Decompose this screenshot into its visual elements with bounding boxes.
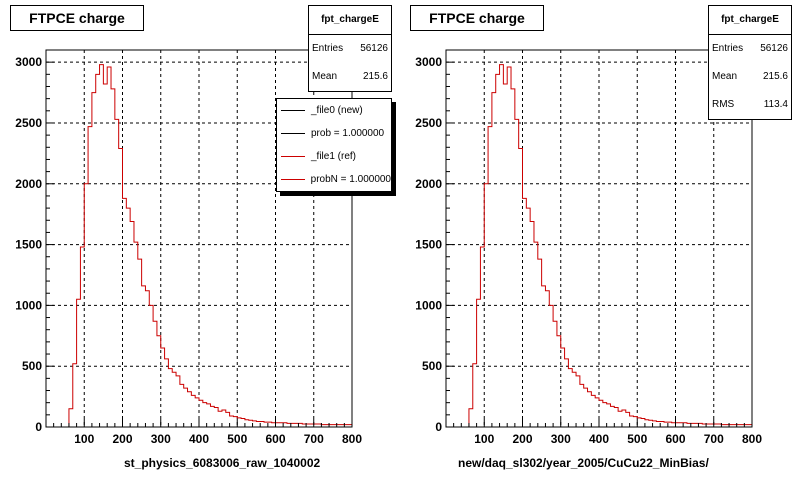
y-tick-label: 3000	[415, 55, 442, 69]
y-tick-label: 500	[422, 359, 442, 373]
x-tick-label: 800	[742, 432, 762, 446]
x-axis-label: st_physics_6083006_raw_1040002	[124, 456, 321, 470]
stats-label: RMS	[712, 99, 735, 110]
legend-label: _file0 (new)	[311, 105, 363, 116]
stats-value: 215.6	[762, 71, 788, 82]
y-tick-label: 2000	[15, 177, 42, 191]
x-tick-label: 300	[551, 432, 571, 446]
x-tick-label: 100	[74, 432, 94, 446]
histogram-series	[446, 64, 752, 428]
legend-box: _file0 (new) prob = 1.000000 _file1 (ref…	[276, 98, 392, 192]
y-tick-label: 2500	[15, 116, 42, 130]
x-tick-label: 600	[665, 432, 685, 446]
legend-entry: prob = 1.000000	[277, 122, 391, 145]
y-tick-label: 0	[35, 420, 42, 434]
stats-label: Mean	[312, 71, 338, 82]
plot-area-right: 100 200 300 400 500 600 700 800 0 500 1000 1500 2000…	[415, 49, 762, 446]
stats-row-entries: Entries 56126	[309, 35, 391, 63]
y-tick-label: 1000	[15, 298, 42, 312]
y-tick-label: 3000	[15, 55, 42, 69]
x-tick-label: 400	[189, 432, 209, 446]
y-tick-label: 500	[22, 359, 42, 373]
stats-value: 215.6	[362, 71, 388, 82]
legend-line-swatch	[281, 133, 305, 134]
stats-row-mean: Mean 215.6	[309, 63, 391, 91]
histogram-series	[46, 64, 352, 428]
stats-row-rms: RMS 113.4	[709, 91, 791, 119]
stats-row-entries: Entries 56126	[709, 35, 791, 63]
stats-box: fpt_chargeE Entries 56126 Mean 215.6	[308, 5, 392, 92]
stats-value: 113.4	[763, 99, 788, 110]
x-tick-label: 400	[589, 432, 609, 446]
stats-box: fpt_chargeE Entries 56126 Mean 215.6 RMS…	[708, 5, 792, 120]
legend-line-swatch	[281, 110, 305, 111]
x-tick-label: 200	[112, 432, 132, 446]
stats-label: Entries	[312, 43, 344, 54]
y-tick-label: 2000	[415, 177, 442, 191]
x-tick-label: 500	[227, 432, 247, 446]
y-tick-label: 2500	[415, 116, 442, 130]
plot-area-left: 100 200 300 400 500 600 700 800 0 500 1000 1500 2000…	[15, 49, 362, 446]
legend-entry: _file0 (new)	[277, 99, 391, 122]
y-tick-label: 1000	[415, 298, 442, 312]
y-tick-label: 1500	[415, 238, 442, 252]
stats-row-mean: Mean 215.6	[709, 63, 791, 91]
legend-line-swatch	[281, 156, 305, 157]
legend-label: prob = 1.000000	[311, 128, 385, 139]
x-tick-label: 500	[627, 432, 647, 446]
stats-label: Entries	[712, 43, 744, 54]
histogram-panel-right: 100 200 300 400 500 600 700 800 0 500 1000 1500 2000…	[400, 0, 800, 480]
legend-label: probN = 1.000000	[310, 174, 391, 185]
histogram-panel-left: 100 200 300 400 500 600 700 800 0 500 1000 1500 2000…	[10, 5, 392, 470]
y-tick-label: 1500	[15, 238, 42, 252]
stats-title: fpt_chargeE	[709, 6, 791, 35]
x-tick-label: 100	[474, 432, 494, 446]
plot-title: FTPCE charge	[10, 5, 144, 31]
x-tick-label: 800	[342, 432, 362, 446]
legend-entry: probN = 1.000000	[277, 168, 391, 191]
legend-entry: _file1 (ref)	[277, 145, 391, 168]
y-tick-label: 0	[435, 420, 442, 434]
plot-title: FTPCE charge	[410, 5, 544, 31]
stats-value: 56126	[760, 43, 788, 54]
stats-title: fpt_chargeE	[309, 6, 391, 35]
legend-line-swatch	[281, 179, 305, 180]
x-tick-label: 700	[304, 432, 324, 446]
x-tick-label: 300	[151, 432, 171, 446]
x-axis-label: new/daq_sl302/year_2005/CuCu22_MinBias/	[458, 456, 709, 470]
x-tick-label: 600	[265, 432, 285, 446]
x-tick-label: 200	[512, 432, 532, 446]
x-tick-label: 700	[704, 432, 724, 446]
stats-label: Mean	[712, 71, 738, 82]
legend-label: _file1 (ref)	[311, 151, 357, 162]
stats-value: 56126	[360, 43, 388, 54]
